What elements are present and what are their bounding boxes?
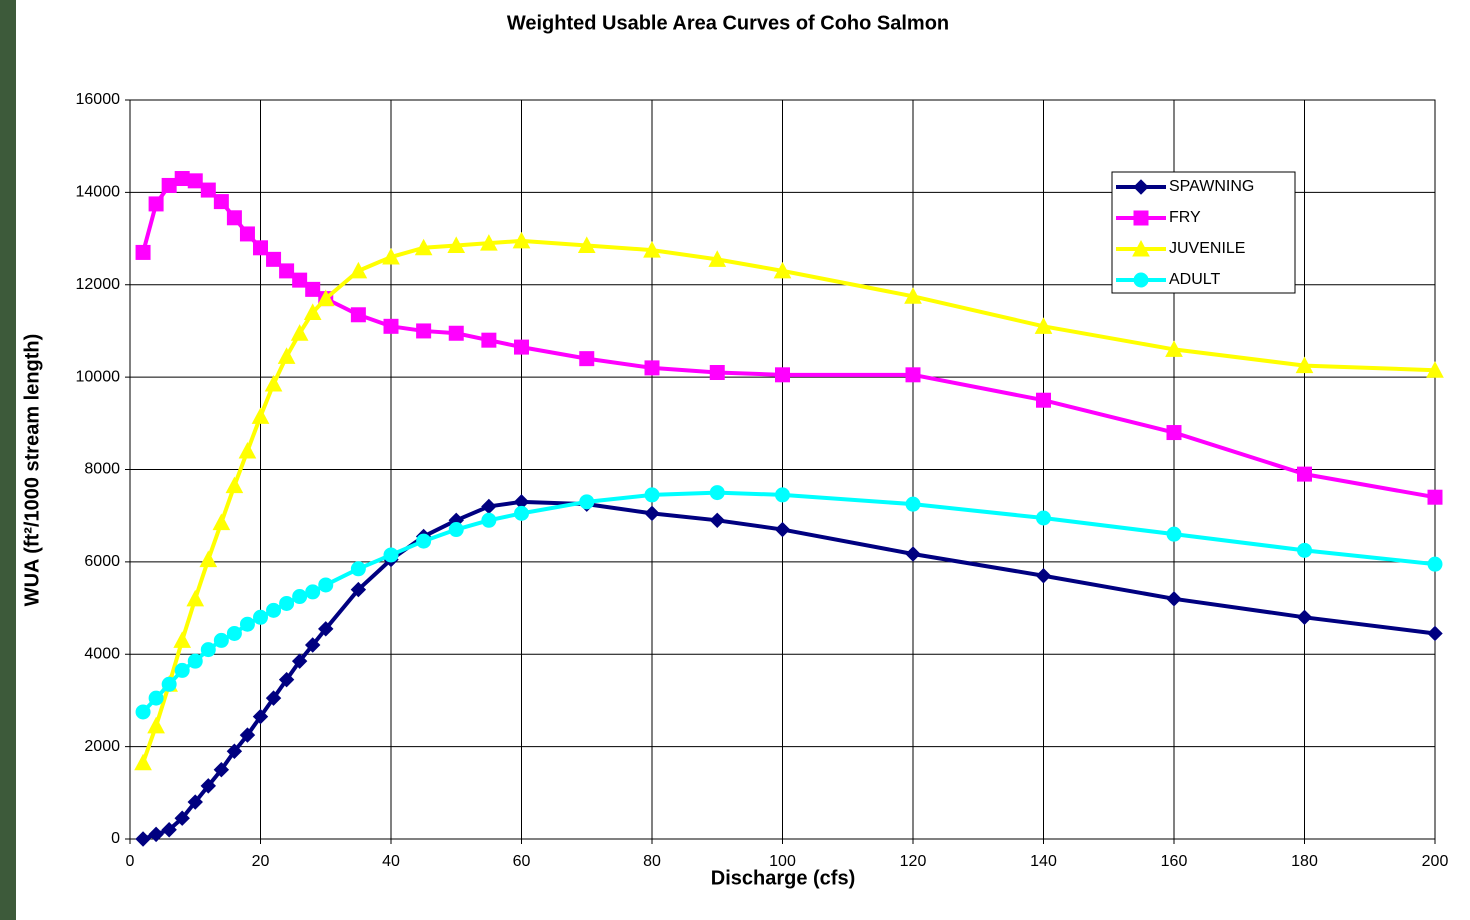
marker — [1298, 467, 1312, 481]
x-tick-label: 100 — [769, 853, 796, 870]
marker — [149, 691, 163, 705]
marker — [201, 643, 215, 657]
marker — [482, 333, 496, 347]
legend-label: JUVENILE — [1169, 240, 1245, 257]
legend-marker — [1134, 273, 1148, 287]
marker — [482, 513, 496, 527]
x-tick-label: 0 — [126, 853, 135, 870]
marker — [384, 548, 398, 562]
x-tick-label: 120 — [900, 853, 927, 870]
marker — [1298, 543, 1312, 557]
marker — [306, 585, 320, 599]
marker — [906, 368, 920, 382]
marker — [227, 211, 241, 225]
marker — [1167, 527, 1181, 541]
marker — [906, 497, 920, 511]
marker — [417, 324, 431, 338]
marker — [254, 241, 268, 255]
x-tick-label: 80 — [643, 853, 661, 870]
x-tick-label: 200 — [1422, 853, 1449, 870]
x-tick-label: 140 — [1030, 853, 1057, 870]
y-tick-label: 16000 — [76, 91, 121, 108]
marker — [776, 368, 790, 382]
x-tick-label: 40 — [382, 853, 400, 870]
x-tick-label: 60 — [513, 853, 531, 870]
y-tick-label: 2000 — [84, 738, 120, 755]
side-photo-strip — [0, 0, 16, 920]
y-axis-label: WUA (ft²/1000 stream length) — [21, 334, 43, 607]
marker — [710, 366, 724, 380]
legend-label: SPAWNING — [1169, 178, 1254, 195]
marker — [214, 633, 228, 647]
marker — [1428, 490, 1442, 504]
marker — [293, 273, 307, 287]
marker — [188, 654, 202, 668]
legend-label: FRY — [1169, 209, 1201, 226]
marker — [580, 352, 594, 366]
marker — [351, 562, 365, 576]
marker — [267, 252, 281, 266]
marker — [240, 227, 254, 241]
marker — [1037, 511, 1051, 525]
marker — [188, 174, 202, 188]
marker — [776, 488, 790, 502]
marker — [201, 183, 215, 197]
legend-label: ADULT — [1169, 271, 1220, 288]
x-tick-label: 160 — [1161, 853, 1188, 870]
marker — [136, 245, 150, 259]
legend: SPAWNING FRY JUVENILE ADULT — [1112, 172, 1295, 293]
marker — [449, 326, 463, 340]
marker — [175, 172, 189, 186]
chart-title: Weighted Usable Area Curves of Coho Salm… — [507, 12, 949, 34]
marker — [162, 677, 176, 691]
marker — [1428, 557, 1442, 571]
marker — [267, 603, 281, 617]
y-tick-label: 12000 — [76, 276, 121, 293]
x-tick-label: 20 — [252, 853, 270, 870]
marker — [240, 617, 254, 631]
chart: Weighted Usable Area Curves of Coho Salm… — [0, 0, 1470, 920]
marker — [645, 488, 659, 502]
y-tick-label: 6000 — [84, 553, 120, 570]
y-tick-label: 14000 — [76, 184, 121, 201]
y-tick-label: 8000 — [84, 461, 120, 478]
marker — [280, 596, 294, 610]
marker — [710, 486, 724, 500]
marker — [319, 578, 333, 592]
x-axis-label: Discharge (cfs) — [711, 867, 856, 889]
marker — [515, 340, 529, 354]
legend-marker — [1134, 211, 1148, 225]
marker — [645, 361, 659, 375]
marker — [214, 195, 228, 209]
marker — [1167, 426, 1181, 440]
marker — [227, 626, 241, 640]
marker — [293, 590, 307, 604]
marker — [449, 523, 463, 537]
y-tick-label: 10000 — [76, 368, 121, 385]
marker — [280, 264, 294, 278]
marker — [149, 197, 163, 211]
marker — [515, 506, 529, 520]
marker — [162, 178, 176, 192]
marker — [306, 282, 320, 296]
y-tick-label: 0 — [111, 830, 120, 847]
marker — [384, 319, 398, 333]
marker — [417, 534, 431, 548]
marker — [351, 308, 365, 322]
marker — [254, 610, 268, 624]
marker — [175, 663, 189, 677]
marker — [580, 495, 594, 509]
y-tick-label: 4000 — [84, 645, 120, 662]
x-tick-label: 180 — [1291, 853, 1318, 870]
marker — [1037, 393, 1051, 407]
marker — [136, 705, 150, 719]
